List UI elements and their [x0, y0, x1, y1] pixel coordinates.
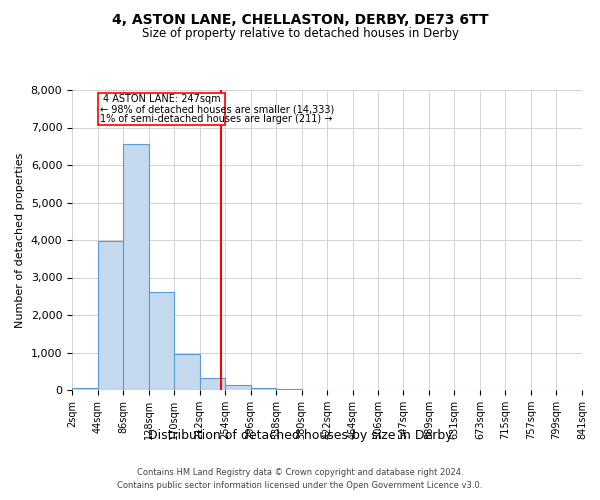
Bar [174, 354, 200, 390]
FancyBboxPatch shape [98, 93, 225, 125]
Text: Contains public sector information licensed under the Open Government Licence v3: Contains public sector information licen… [118, 480, 482, 490]
Text: 4 ASTON LANE: 247sqm: 4 ASTON LANE: 247sqm [103, 94, 220, 104]
Bar [123, 144, 149, 390]
Bar [149, 292, 174, 390]
Bar [276, 389, 302, 390]
Text: 1% of semi-detached houses are larger (211) →: 1% of semi-detached houses are larger (2… [100, 114, 332, 124]
Text: Distribution of detached houses by size in Derby: Distribution of detached houses by size … [148, 428, 452, 442]
Text: ← 98% of detached houses are smaller (14,333): ← 98% of detached houses are smaller (14… [100, 104, 334, 115]
Text: 4, ASTON LANE, CHELLASTON, DERBY, DE73 6TT: 4, ASTON LANE, CHELLASTON, DERBY, DE73 6… [112, 12, 488, 26]
Bar [72, 388, 98, 390]
Bar [98, 241, 123, 390]
Text: Contains HM Land Registry data © Crown copyright and database right 2024.: Contains HM Land Registry data © Crown c… [137, 468, 463, 477]
Bar [251, 388, 276, 390]
Y-axis label: Number of detached properties: Number of detached properties [15, 152, 25, 328]
Text: Size of property relative to detached houses in Derby: Size of property relative to detached ho… [142, 28, 458, 40]
Bar [225, 385, 251, 390]
Bar [200, 378, 225, 390]
